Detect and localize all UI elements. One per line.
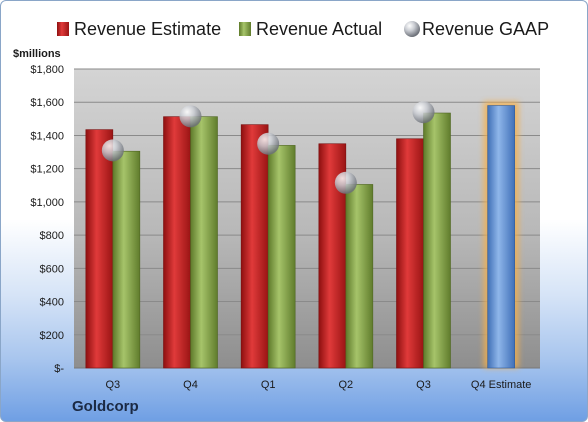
y-tick-label: $600	[40, 263, 64, 275]
estimate-bar	[85, 129, 114, 369]
actual-bar	[112, 150, 141, 369]
x-axis-labels: Q3 Q4 Q1 Q2 Q3 Q4 Estimate	[105, 379, 531, 391]
y-tick-label: $1,000	[30, 197, 64, 209]
estimate-bar	[240, 124, 269, 369]
legend: Revenue Estimate Revenue Actual Revenue GA…	[57, 19, 549, 39]
y-tick-label: $400	[40, 297, 64, 309]
actual-bar	[190, 116, 218, 369]
y-tick-label: $800	[40, 230, 64, 242]
y-axis-ticks: $- $200 $400 $600 $800 $1,000 $1,200 $1,400 $1,6…	[30, 64, 64, 375]
y-tick-label: $1,200	[30, 164, 64, 176]
legend-item: Revenue Estimate	[57, 19, 221, 39]
x-tick-label: Q4 Estimate	[471, 379, 532, 391]
y-tick-label: $1,600	[30, 97, 64, 109]
y-tick-label: $1,800	[30, 64, 64, 76]
legend-swatch	[57, 22, 69, 36]
x-tick-label: Q3	[105, 379, 120, 391]
gaap-marker	[101, 139, 124, 162]
legend-swatch	[239, 22, 251, 36]
plot-area	[74, 69, 540, 368]
y-unit-label: $millions	[13, 48, 61, 60]
actual-bar	[423, 112, 451, 369]
y-tick-label: $-	[54, 363, 64, 375]
legend-item: Revenue Actual	[239, 19, 382, 39]
gaap-marker	[412, 101, 435, 124]
y-tick-label: $1,400	[30, 130, 64, 142]
x-tick-label: Q2	[338, 379, 353, 391]
legend-swatch	[404, 21, 420, 37]
actual-bar	[345, 184, 374, 369]
gaap-marker	[334, 171, 357, 194]
legend-item: Revenue GAAP	[404, 19, 549, 39]
company-name: Goldcorp	[72, 398, 139, 415]
x-tick-label: Q1	[261, 379, 276, 391]
gridlines	[74, 68, 540, 369]
bars	[85, 101, 519, 369]
estimate-bar	[163, 116, 191, 369]
actual-bar	[267, 145, 296, 369]
legend-label: Revenue GAAP	[422, 19, 549, 39]
gaap-marker	[179, 105, 202, 128]
gaap-marker	[257, 132, 280, 155]
legend-label: Revenue Estimate	[74, 19, 221, 39]
forecast-bar	[487, 105, 515, 369]
y-tick-label: $200	[40, 330, 64, 342]
x-tick-label: Q4	[183, 379, 198, 391]
legend-label: Revenue Actual	[256, 19, 382, 39]
x-tick-label: Q3	[416, 379, 431, 391]
estimate-bar	[396, 138, 424, 369]
